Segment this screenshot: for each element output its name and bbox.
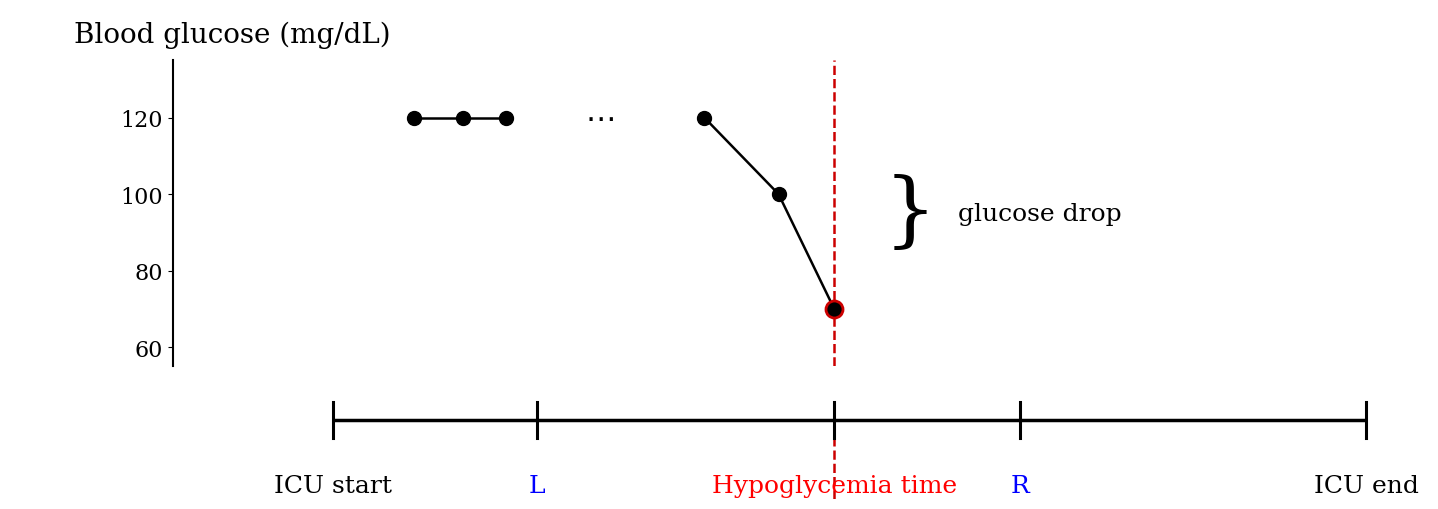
Text: ICU end: ICU end [1313,474,1418,497]
Text: $\cdots$: $\cdots$ [585,104,614,133]
Text: }: } [883,174,936,253]
Point [403,114,426,122]
Text: Blood glucose (mg/dL): Blood glucose (mg/dL) [73,21,390,49]
Point [495,114,518,122]
Text: Hypoglycemia time: Hypoglycemia time [712,474,956,497]
Point [766,190,789,199]
Text: L: L [529,474,545,497]
Text: ICU start: ICU start [275,474,393,497]
Point [693,114,716,122]
Text: R: R [1011,474,1030,497]
Text: glucose drop: glucose drop [958,202,1122,225]
Point [452,114,475,122]
Point [823,305,846,313]
